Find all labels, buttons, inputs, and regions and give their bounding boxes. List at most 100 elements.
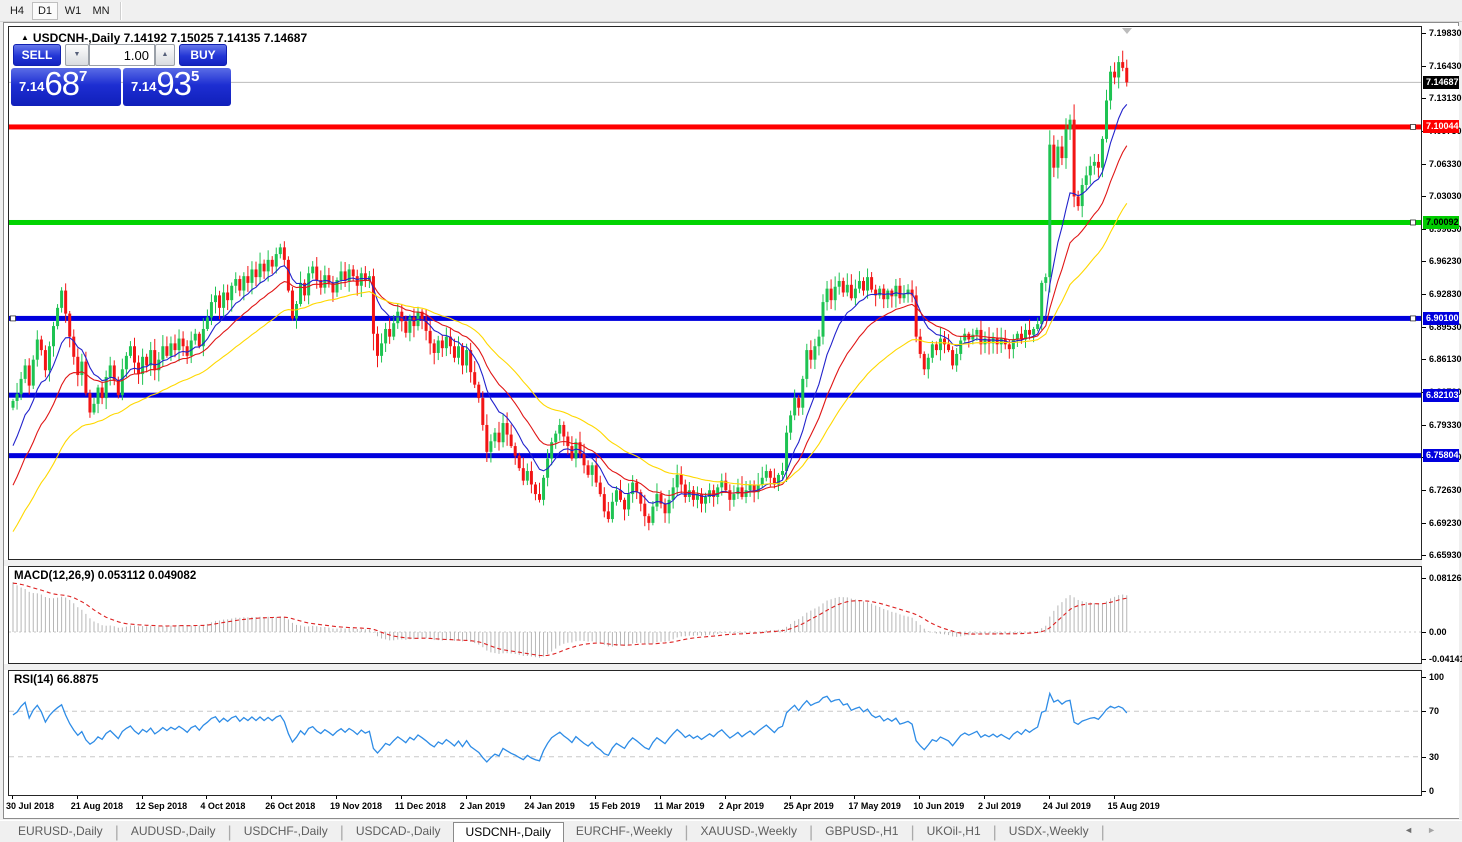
macd-canvas[interactable]: [9, 567, 1421, 663]
line-drag-handle[interactable]: [1410, 219, 1416, 226]
macd-axis-tick: [1422, 578, 1426, 580]
macd-histogram: [12, 582, 1128, 658]
date-axis-label: 4 Oct 2018: [200, 801, 246, 811]
horizontal-line[interactable]: [9, 315, 1421, 321]
rsi-axis-tick: [1422, 756, 1426, 758]
date-axis-label: 15 Feb 2019: [589, 801, 641, 811]
one-click-trading-panel: SELL ▼ ▲ BUY 7.14687 7.14935: [11, 44, 231, 106]
price-axis-tick: [1422, 522, 1426, 524]
date-axis-tick: [206, 796, 208, 799]
date-axis-tick: [465, 796, 467, 799]
collapse-panel-icon[interactable]: ▲: [21, 33, 29, 42]
tab-separator: |: [684, 824, 689, 841]
ma-slow-line: [12, 202, 1128, 532]
date-axis-label: 15 Aug 2019: [1107, 801, 1160, 811]
price-axis-label: 6.89530: [1429, 321, 1462, 332]
price-axis-tick: [1422, 196, 1426, 198]
tab-separator: |: [339, 824, 344, 841]
tab-audusd[interactable]: AUDUSD-,Daily: [130, 824, 216, 838]
volume-increase-button[interactable]: ▲: [155, 44, 175, 66]
pane-splitter[interactable]: [4, 560, 1460, 566]
date-axis-tick: [660, 796, 661, 799]
tab-separator: |: [1100, 824, 1105, 841]
line-drag-handle[interactable]: [1410, 124, 1416, 130]
timeframe-button-mn[interactable]: MN: [92, 5, 110, 17]
volume-input[interactable]: [89, 44, 155, 66]
tabs-scroll-right-button[interactable]: ►: [1427, 825, 1450, 835]
date-axis-label: 11 Dec 2018: [394, 801, 446, 811]
date-axis-tick: [141, 796, 143, 799]
price-axis-label: 6.69230: [1429, 517, 1462, 528]
sell-button[interactable]: SELL: [13, 44, 61, 66]
chart-title: ▲ USDCNH-,Daily 7.14192 7.15025 7.14135 7…: [21, 31, 307, 45]
tabs-scroll-left-button[interactable]: ◄: [1404, 825, 1428, 835]
chart-tab-bar: EURUSD-,Daily | AUDUSD-,Daily | USDCHF-,Dail…: [0, 820, 1462, 842]
timeframe-button-w1[interactable]: W1: [64, 5, 82, 17]
timeframe-button-h4[interactable]: H4: [9, 5, 25, 17]
tab-separator: |: [992, 824, 997, 841]
date-axis-label: 19 Nov 2018: [330, 801, 383, 811]
macd-axis-label: 0.081265: [1429, 573, 1462, 584]
price-axis-label: 7.13130: [1429, 93, 1462, 104]
timeframe-toolbar: H4 D1 W1 MN: [0, 0, 1462, 22]
buy-button[interactable]: BUY: [179, 44, 227, 66]
price-marker-7.14687: 7.14687: [1423, 75, 1459, 89]
price-axis-tick: [1422, 326, 1426, 328]
tab-usdchf[interactable]: USDCHF-,Daily: [243, 824, 328, 838]
price-axis-label: 7.06330: [1429, 158, 1462, 169]
line-drag-handle[interactable]: [10, 315, 16, 322]
pane-splitter[interactable]: [4, 664, 1460, 670]
sell-quote-button[interactable]: 7.14687: [11, 65, 121, 106]
date-axis-tick: [919, 796, 921, 799]
horizontal-line[interactable]: [9, 219, 1421, 225]
rsi-axis-tick: [1422, 711, 1426, 713]
date-axis-tick: [336, 796, 337, 799]
date-scale[interactable]: 30 Jul 2018 21 Aug 2018 12 Sep 2018 4 Oct 2…: [6, 796, 1422, 818]
timeframe-button-d1[interactable]: D1: [32, 2, 58, 20]
tab-gbpusd[interactable]: GBPUSD-,H1: [825, 824, 899, 838]
rsi-canvas[interactable]: [9, 671, 1421, 795]
tab-eurchf[interactable]: EURCHF-,Weekly: [575, 824, 673, 838]
price-axis-tick: [1422, 33, 1426, 34]
sell-price-big: 68: [44, 65, 80, 102]
volume-decrease-button[interactable]: ▼: [65, 44, 89, 66]
macd-axis-label: -0.041412: [1429, 654, 1462, 665]
date-axis-label: 12 Sep 2018: [135, 801, 188, 811]
tab-ukoil[interactable]: UKOil-,H1: [926, 824, 981, 838]
price-scale[interactable]: 7.198307.164307.131307.097307.063307.030…: [1422, 26, 1462, 818]
horizontal-line[interactable]: [9, 453, 1421, 459]
date-axis-tick: [12, 796, 13, 799]
price-axis-tick: [1422, 359, 1426, 361]
tab-usdcnh[interactable]: USDCNH-,Daily: [452, 822, 564, 842]
price-axis-tick: [1422, 98, 1426, 100]
main-chart-canvas[interactable]: [9, 27, 1421, 559]
date-axis-label: 25 Apr 2019: [783, 801, 834, 811]
tab-usdx[interactable]: USDX-,Weekly: [1008, 824, 1089, 838]
date-axis-tick: [1048, 796, 1050, 799]
price-axis-label: 7.19830: [1429, 28, 1462, 38]
horizontal-line[interactable]: [9, 124, 1421, 130]
buy-price-big: 93: [156, 65, 192, 102]
price-axis-label: 6.79330: [1429, 419, 1462, 430]
tab-eurusd[interactable]: EURUSD-,Daily: [18, 824, 103, 838]
macd-label: MACD(12,26,9) 0.053112 0.049082: [14, 570, 197, 582]
date-axis-label: 10 Jun 2019: [913, 801, 965, 811]
rsi-axis-tick: [1422, 677, 1426, 678]
macd-axis-label: 0.00: [1429, 627, 1447, 637]
date-axis-tick: [76, 796, 78, 799]
price-axis-tick: [1422, 424, 1426, 426]
date-axis-label: 17 May 2019: [848, 801, 901, 811]
macd-signal-line: [12, 582, 1127, 657]
tab-xauusd[interactable]: XAUUSD-,Weekly: [700, 824, 797, 838]
price-axis-label: 6.92830: [1429, 289, 1462, 300]
tab-usdcad[interactable]: USDCAD-,Daily: [355, 824, 441, 838]
horizontal-line[interactable]: [9, 392, 1421, 398]
buy-quote-button[interactable]: 7.14935: [123, 65, 231, 106]
macd-axis-tick: [1422, 632, 1426, 633]
macd-values: 0.053112 0.049082: [97, 570, 197, 582]
price-marker-6.82103: 6.82103: [1423, 388, 1459, 402]
price-axis-label: 6.96230: [1429, 256, 1462, 267]
date-axis-label: 21 Aug 2018: [70, 801, 123, 811]
line-drag-handle[interactable]: [1410, 315, 1416, 322]
